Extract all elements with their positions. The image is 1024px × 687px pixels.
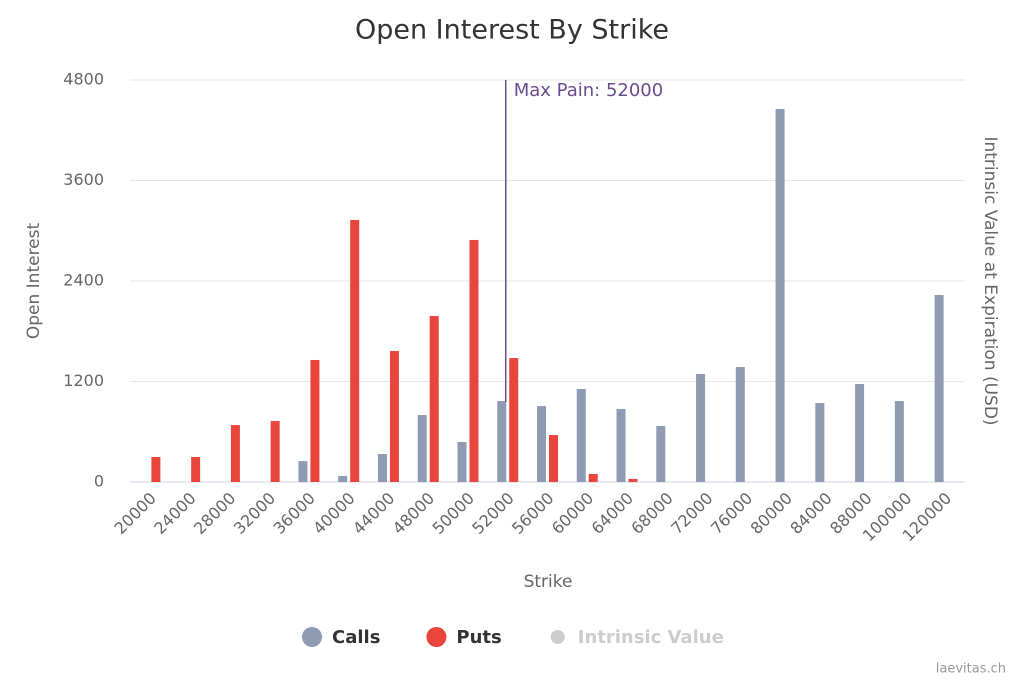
bar	[815, 403, 825, 482]
y-tick-label: 3600	[63, 170, 104, 189]
bar	[298, 461, 308, 482]
bar	[310, 359, 320, 482]
legend-label[interactable]: Calls	[332, 627, 380, 648]
bar	[855, 384, 865, 482]
bar	[457, 441, 467, 482]
x-tick-label: 72000	[667, 489, 716, 538]
x-tick-label: 40000	[309, 489, 358, 538]
bar	[230, 425, 240, 482]
bar	[191, 456, 201, 482]
bar	[350, 220, 360, 482]
x-tick-label: 48000	[389, 489, 438, 538]
bar	[656, 425, 666, 482]
bar	[576, 389, 586, 482]
bar	[735, 367, 745, 482]
x-tick-label: 64000	[588, 489, 637, 538]
bar	[469, 239, 479, 482]
x-tick-label: 80000	[747, 489, 796, 538]
x-tick-label: 56000	[508, 489, 557, 538]
x-tick-label: 20000	[110, 489, 159, 538]
x-tick-label: 50000	[429, 489, 478, 538]
x-tick-label: 28000	[190, 489, 239, 538]
y-tick-label: 2400	[63, 271, 104, 290]
y-tick-label: 0	[94, 472, 104, 491]
bar	[616, 408, 626, 482]
bar	[389, 351, 399, 482]
legend-label[interactable]: Intrinsic Value	[578, 627, 724, 648]
bar	[417, 415, 427, 482]
legend-marker	[426, 627, 447, 647]
bar	[894, 401, 904, 482]
bar	[775, 108, 785, 482]
legend-marker	[302, 627, 322, 647]
bar	[338, 475, 348, 482]
y2-axis-label: Intrinsic Value at Expiration (USD)	[980, 136, 1000, 425]
bar	[588, 473, 598, 482]
y-tick-label: 1200	[63, 371, 104, 390]
x-tick-label: 76000	[707, 489, 756, 538]
x-tick-label: 52000	[468, 489, 517, 538]
bar	[497, 401, 507, 482]
bar	[628, 478, 638, 482]
bar	[537, 406, 546, 482]
x-tick-label: 32000	[230, 489, 279, 538]
y-tick-label: 4800	[63, 70, 104, 89]
bar	[549, 435, 558, 482]
bar	[509, 358, 519, 482]
x-tick-label: 36000	[270, 489, 319, 538]
y-axis-label: Open Interest	[24, 223, 44, 340]
bar	[151, 456, 161, 482]
legend-label[interactable]: Puts	[456, 627, 501, 648]
x-tick-label: 60000	[548, 489, 597, 538]
legend-marker	[550, 630, 565, 644]
credits: laevitas.ch	[936, 662, 1006, 677]
max-pain-label: Max Pain: 52000	[514, 80, 663, 101]
bar	[270, 421, 280, 482]
bar	[377, 454, 387, 482]
x-tick-label: 44000	[349, 489, 398, 538]
bar	[429, 316, 439, 482]
bar	[696, 373, 706, 482]
bar	[934, 294, 944, 482]
x-tick-label: 24000	[150, 489, 199, 538]
x-tick-label: 68000	[627, 489, 676, 538]
x-axis-label: Strike	[524, 572, 573, 592]
chart-title: Open Interest By Strike	[355, 15, 669, 46]
x-tick-label: 84000	[786, 489, 835, 538]
